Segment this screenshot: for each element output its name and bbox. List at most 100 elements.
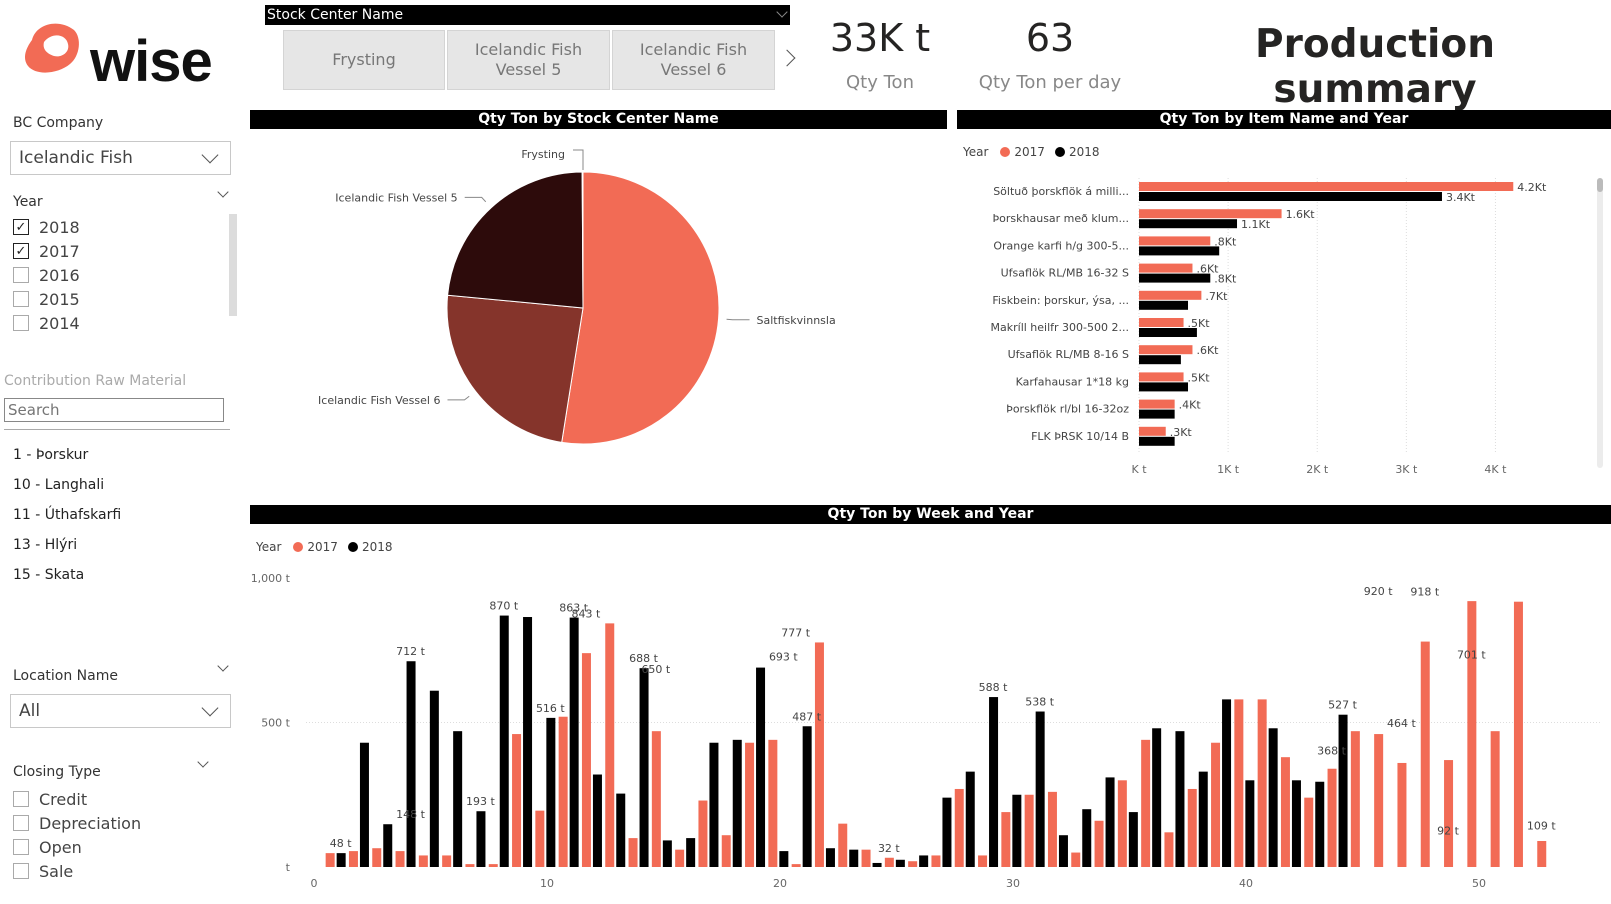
legend-2018-label[interactable]: 2018 <box>1068 145 1100 159</box>
bar-2017 <box>558 716 568 867</box>
bar-2017 <box>978 855 988 867</box>
bar-2017 <box>605 623 615 867</box>
checkbox-icon[interactable] <box>13 267 29 283</box>
bar-2018 <box>453 731 463 867</box>
pie-slice-label: Icelandic Fish Vessel 5 <box>335 191 457 204</box>
stock-center-tile[interactable]: Icelandic Fish Vessel 6 <box>612 30 775 90</box>
checkbox-icon[interactable] <box>13 291 29 307</box>
year-option-2017[interactable]: ✓ 2017 <box>13 239 80 263</box>
legend-title: Year <box>256 540 282 554</box>
data-label: .6Kt <box>1196 263 1219 276</box>
bar-2018 <box>895 859 905 867</box>
bar-2018 <box>1139 436 1175 446</box>
items-chart-scrollbar[interactable] <box>1597 178 1603 468</box>
year-option-2014[interactable]: 2014 <box>13 311 80 335</box>
list-item[interactable]: 1 - Þorskur <box>13 447 89 463</box>
list-item[interactable]: 15 - Skata <box>13 567 85 583</box>
checkbox-checked-icon[interactable]: ✓ <box>13 219 29 235</box>
y-tick-label: 1,000 t <box>251 572 291 585</box>
legend-2017-swatch <box>293 542 304 552</box>
bar-2017 <box>1141 739 1151 867</box>
bar-2017 <box>1350 731 1360 867</box>
data-label: .5Kt <box>1188 371 1211 384</box>
category-label: Þorskflök rl/bl 16-32oz <box>1006 403 1129 416</box>
year-option-2015[interactable]: 2015 <box>13 287 80 311</box>
wise-logo: wise <box>20 18 220 94</box>
x-tick-label: 30 <box>1006 877 1020 890</box>
bar-2017 <box>1257 699 1267 867</box>
pie-slice <box>446 294 584 443</box>
bc-company-dropdown[interactable]: Icelandic Fish <box>10 141 231 175</box>
bar-2018 <box>546 717 556 867</box>
category-label: Ufsaflök RL/MB 8-16 S <box>1008 348 1129 361</box>
bar-2018 <box>709 742 719 867</box>
year-filter-header: Year <box>13 186 231 210</box>
checkbox-icon[interactable] <box>13 863 29 879</box>
year-option-2016[interactable]: 2016 <box>13 263 80 287</box>
bar-2018 <box>499 615 509 867</box>
stock-center-tile[interactable]: Icelandic Fish Vessel 5 <box>447 30 610 90</box>
chevron-down-icon[interactable] <box>217 186 229 198</box>
bar-2017 <box>1327 768 1337 867</box>
closing-option-label: Depreciation <box>39 813 142 833</box>
checkbox-icon[interactable] <box>13 315 29 331</box>
closing-option-open[interactable]: Open <box>13 835 141 859</box>
bar-2018 <box>569 617 579 867</box>
year-list-scrollbar[interactable] <box>229 214 237 316</box>
bar-2018 <box>802 726 812 867</box>
bar-2017 <box>1280 757 1290 867</box>
data-label: 487 t <box>792 710 821 723</box>
bar-2018 <box>1139 192 1442 201</box>
chevron-down-icon[interactable] <box>217 660 229 672</box>
year-option-label: 2018 <box>39 217 80 237</box>
qty-ton-label: Qty Ton <box>846 72 914 93</box>
bar-2018 <box>919 855 929 867</box>
checkbox-icon[interactable] <box>13 791 29 807</box>
year-option-2018[interactable]: ✓ 2018 <box>13 215 80 239</box>
closing-option-depreciation[interactable]: Depreciation <box>13 811 141 835</box>
bar-2017 <box>1304 797 1314 867</box>
location-dropdown[interactable]: All <box>10 694 231 728</box>
bar-2017 <box>1001 812 1011 867</box>
bar-2017 <box>861 849 871 867</box>
qty-ton-per-day-label: Qty Ton per day <box>978 72 1122 93</box>
chevron-down-icon[interactable] <box>197 756 209 768</box>
bar-2018 <box>1058 835 1068 867</box>
category-label: FLK ÞRSK 10/14 B <box>1031 430 1129 443</box>
legend-2017-label[interactable]: 2017 <box>1014 145 1045 159</box>
closing-type-header: Closing Type <box>13 756 211 780</box>
bar-2017 <box>1444 760 1454 867</box>
tile-label: Frysting <box>332 50 396 69</box>
closing-option-sale[interactable]: Sale <box>13 859 141 883</box>
legend-2017-label[interactable]: 2017 <box>307 540 338 554</box>
bar-2018 <box>336 853 346 867</box>
data-label: 92 t <box>1437 824 1459 837</box>
checkbox-checked-icon[interactable]: ✓ <box>13 243 29 259</box>
chevron-down-icon[interactable] <box>776 6 788 18</box>
raw-material-search-input[interactable] <box>4 398 224 422</box>
bar-2018 <box>1139 273 1211 283</box>
bar-2018 <box>1128 812 1138 867</box>
checkbox-icon[interactable] <box>13 815 29 831</box>
bar-2017 <box>698 800 708 867</box>
bar-2017 <box>1374 734 1384 867</box>
checkbox-icon[interactable] <box>13 839 29 855</box>
qty-ton-per-day-value: 63 <box>1025 16 1075 60</box>
list-item[interactable]: 11 - Úthafskarfi <box>13 507 122 523</box>
bar-2017 <box>838 823 848 867</box>
bar-2018 <box>1198 771 1208 867</box>
bar-2017 <box>1117 780 1127 867</box>
chevron-right-icon[interactable] <box>778 49 796 67</box>
data-label: 109 t <box>1527 819 1556 832</box>
closing-option-credit[interactable]: Credit <box>13 787 141 811</box>
bar-2018 <box>476 811 486 867</box>
contribution-label: Contribution Raw Material <box>4 373 187 389</box>
bar-2018 <box>942 797 952 867</box>
category-label: Orange karfi h/g 300-5... <box>993 239 1129 252</box>
stock-center-tile[interactable]: Frysting <box>283 30 445 90</box>
legend-2018-label[interactable]: 2018 <box>361 540 393 554</box>
list-item[interactable]: 13 - Hlýri <box>13 537 78 553</box>
data-label: 588 t <box>979 681 1008 694</box>
bar-2018 <box>1139 355 1181 365</box>
list-item[interactable]: 10 - Langhali <box>13 477 105 493</box>
